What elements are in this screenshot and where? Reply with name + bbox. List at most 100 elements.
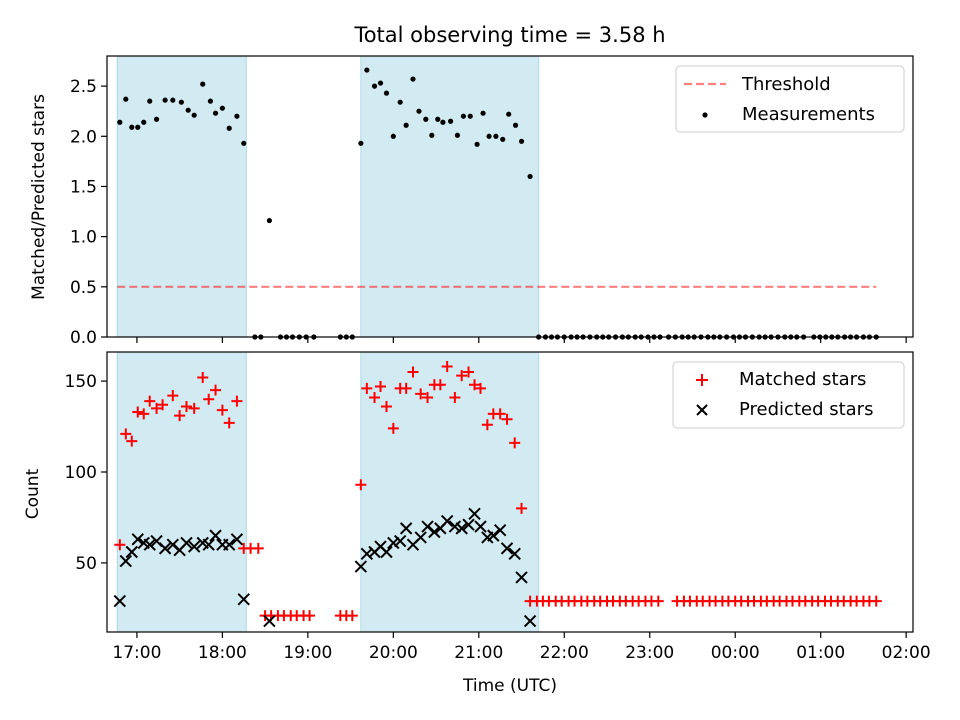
- measurement-point: [403, 122, 409, 128]
- x-tick-label: 20:00: [369, 643, 418, 663]
- bottom-y-axis: 50 100 150: [65, 372, 107, 574]
- x-axis-label: Time (UTC): [462, 676, 557, 696]
- x-tick-label: 01:00: [796, 643, 845, 663]
- measurement-point: [241, 140, 247, 146]
- measurement-point: [234, 113, 240, 119]
- x-tick-label: 21:00: [454, 643, 503, 663]
- measurement-point: [493, 133, 499, 139]
- legend-measurements-label: Measurements: [742, 104, 875, 125]
- matched-star-marker: [144, 395, 156, 407]
- predicted-star-marker: [399, 522, 413, 535]
- measurement-point: [429, 132, 435, 138]
- measurement-point: [474, 141, 480, 147]
- predicted-star-marker: [158, 542, 172, 555]
- measurement-point: [527, 173, 533, 180]
- measurement-point: [123, 96, 129, 102]
- y-tick-label: 50: [75, 554, 97, 574]
- x-tick-label: 23:00: [625, 643, 674, 663]
- predicted-star-marker: [468, 507, 481, 521]
- predicted-star-marker: [493, 523, 507, 537]
- top-panel: 0.0 0.5 1.0 1.5 2.0 2.5 Matched/Predicted sta…: [29, 55, 914, 348]
- top-x-ticks: [136, 337, 907, 343]
- measurement-point: [212, 110, 219, 116]
- matched-star-marker: [126, 435, 138, 447]
- matched-star-marker: [346, 610, 358, 622]
- matched-star-marker: [400, 382, 412, 394]
- measurement-point: [383, 90, 390, 96]
- bottom-ylabel: Count: [23, 468, 43, 519]
- matched-star-marker: [151, 402, 163, 414]
- bottom-panel: 50 100 150 17:00 18:00 19:00 20:00 21:00 22:00 2…: [23, 351, 931, 696]
- predicted-star-marker: [131, 533, 144, 546]
- predicted-star-marker: [440, 514, 454, 528]
- x-tick-label: 18:00: [198, 643, 247, 663]
- matched-star-marker: [441, 361, 453, 373]
- measurement-point: [153, 116, 160, 122]
- measurement-point: [207, 98, 214, 104]
- matched-star-marker: [114, 539, 126, 551]
- predicted-star-marker: [515, 571, 528, 584]
- observing-interval-shade: [116, 55, 247, 338]
- predicted-star-marker: [209, 529, 222, 542]
- predicted-star-marker: [180, 536, 193, 550]
- measurement-point: [454, 132, 461, 138]
- predicted-star-marker: [428, 525, 441, 539]
- matched-star-marker: [494, 408, 506, 420]
- top-y-axis: 0.0 0.5 1.0 1.5 2.0 2.5: [70, 77, 107, 348]
- matched-star-marker: [422, 391, 434, 403]
- y-tick-label: 1.0: [70, 228, 97, 248]
- top-legend-box: [675, 65, 905, 133]
- x-tick-label: 17:00: [112, 643, 161, 663]
- predicted-star-marker: [187, 540, 201, 553]
- measurement-point: [219, 105, 225, 111]
- y-tick-label: 0.0: [70, 328, 97, 348]
- bottom-legend-box: [672, 361, 905, 429]
- matched-star-marker: [231, 395, 243, 407]
- measurement-point: [358, 140, 364, 146]
- x-tick-label: 02:00: [882, 643, 931, 663]
- matched-star-marker: [188, 402, 200, 414]
- y-tick-label: 150: [65, 372, 97, 392]
- predicted-star-marker: [354, 560, 368, 573]
- y-tick-label: 2.5: [70, 77, 97, 97]
- predicted-star-marker: [237, 593, 250, 606]
- measurement-point: [129, 124, 135, 130]
- matched-star-marker: [157, 399, 169, 411]
- measurement-point: [185, 107, 191, 113]
- matched-star-marker: [516, 502, 528, 514]
- matched-star-marker: [380, 401, 392, 413]
- matched-star-marker: [361, 382, 373, 394]
- top-observing-shades: [116, 55, 540, 338]
- legend-threshold-label: Threshold: [741, 74, 831, 95]
- legend-matched-swatch: [696, 374, 708, 386]
- predicted-star-marker: [455, 522, 468, 535]
- matched-star-marker: [463, 366, 475, 378]
- measurement-point: [200, 81, 206, 87]
- chart-title: Total observing time = 3.58 h: [353, 23, 665, 47]
- observing-interval-shade: [360, 55, 540, 338]
- matched-star-marker: [387, 422, 399, 434]
- matched-star-marker: [509, 437, 521, 449]
- measurement-point: [178, 99, 184, 105]
- predicted-star-marker: [230, 533, 244, 546]
- matched-star-marker: [132, 406, 144, 418]
- y-tick-label: 2.0: [70, 127, 97, 147]
- matched-star-marker: [870, 595, 882, 607]
- predicted-star-marker: [125, 545, 138, 559]
- matched-star-marker: [197, 371, 209, 383]
- matched-star-marker: [120, 428, 132, 440]
- matched-star-marker: [304, 610, 316, 622]
- matched-star-marker: [138, 408, 150, 420]
- predicted-star-marker: [223, 538, 236, 551]
- matched-star-marker: [449, 391, 461, 403]
- matched-star-marker: [203, 393, 215, 405]
- predicted-star-marker: [119, 554, 133, 568]
- measurement-point: [447, 118, 454, 124]
- bottom-legend: Matched stars Predicted stars: [672, 361, 905, 429]
- matched-star-marker: [434, 379, 446, 391]
- measurement-point: [518, 138, 525, 144]
- measurement-point: [266, 217, 272, 224]
- legend-matched-label: Matched stars: [739, 369, 866, 390]
- measurement-point: [480, 110, 486, 116]
- predicted-star-marker: [202, 538, 215, 551]
